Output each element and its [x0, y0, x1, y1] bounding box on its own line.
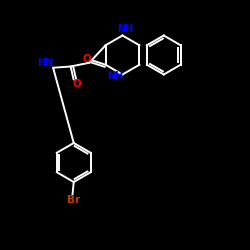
- Text: NH: NH: [117, 24, 133, 34]
- Text: Br: Br: [67, 195, 80, 205]
- Text: O: O: [73, 79, 82, 89]
- Text: HN: HN: [37, 58, 53, 68]
- Text: NH: NH: [108, 71, 124, 81]
- Text: O: O: [82, 54, 91, 64]
